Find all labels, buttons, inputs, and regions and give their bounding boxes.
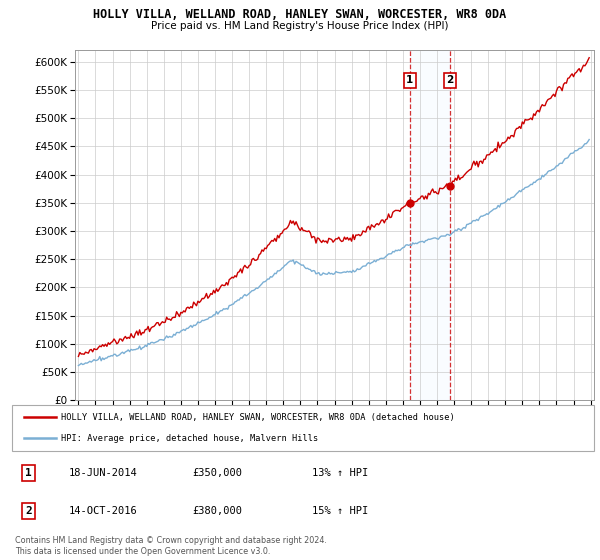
Text: 13% ↑ HPI: 13% ↑ HPI [312, 468, 368, 478]
Text: 1: 1 [25, 468, 32, 478]
Text: £350,000: £350,000 [192, 468, 242, 478]
Text: Contains HM Land Registry data © Crown copyright and database right 2024.
This d: Contains HM Land Registry data © Crown c… [15, 536, 327, 556]
Text: HPI: Average price, detached house, Malvern Hills: HPI: Average price, detached house, Malv… [61, 434, 319, 443]
Text: 2: 2 [446, 75, 454, 85]
Text: 14-OCT-2016: 14-OCT-2016 [69, 506, 138, 516]
Text: 2: 2 [25, 506, 32, 516]
Text: 15% ↑ HPI: 15% ↑ HPI [312, 506, 368, 516]
Text: 1: 1 [406, 75, 413, 85]
Text: Price paid vs. HM Land Registry's House Price Index (HPI): Price paid vs. HM Land Registry's House … [151, 21, 449, 31]
Text: £380,000: £380,000 [192, 506, 242, 516]
Text: 18-JUN-2014: 18-JUN-2014 [69, 468, 138, 478]
Text: HOLLY VILLA, WELLAND ROAD, HANLEY SWAN, WORCESTER, WR8 0DA: HOLLY VILLA, WELLAND ROAD, HANLEY SWAN, … [94, 8, 506, 21]
Text: HOLLY VILLA, WELLAND ROAD, HANLEY SWAN, WORCESTER, WR8 0DA (detached house): HOLLY VILLA, WELLAND ROAD, HANLEY SWAN, … [61, 413, 455, 422]
Bar [410, 50, 450, 400]
